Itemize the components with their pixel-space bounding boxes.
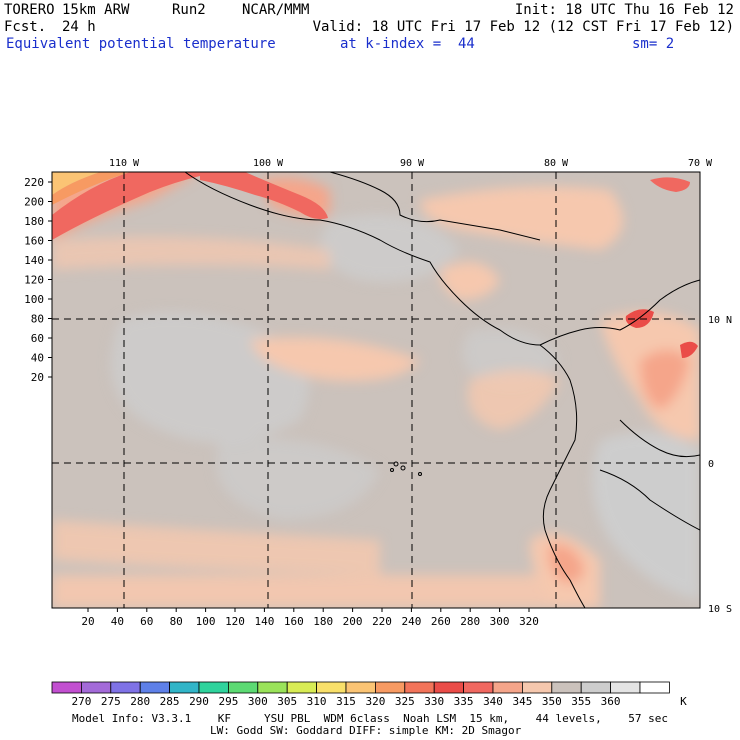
colorbar-swatch [286,681,318,694]
latitude-label: 10 N [708,315,732,326]
latitude-label: 0 [708,459,714,470]
colorbar: 270 275 280 285 290 295 300 305 310 315 320 325 330 3… [51,681,687,708]
longitude-label: 70 W [688,158,713,169]
y-tick-label: 120 [24,274,44,287]
y-tick-label: 100 [24,293,44,306]
y-tick-label: 20 [31,371,44,384]
x-tick-label: 100 [196,615,216,628]
field-name: Equivalent potential temperature [6,36,276,52]
colorbar-swatch [404,681,435,694]
colorbar-swatch [463,681,494,694]
longitude-label: 90 W [400,158,425,169]
y-tick-label: 140 [24,254,44,267]
model-name: TORERO [4,2,55,18]
x-tick-label: 260 [431,615,451,628]
colorbar-label: 350 [542,695,562,708]
colorbar-label: 295 [218,695,238,708]
colorbar-swatch [169,681,200,694]
longitude-label: 110 W [109,158,140,169]
colorbar-swatch [374,681,406,694]
x-tick-label: 320 [519,615,539,628]
y-tick-label: 80 [31,313,44,326]
colorbar-label: 320 [365,695,385,708]
colorbar-swatch [139,681,170,694]
colorbar-label: 290 [189,695,209,708]
colorbar-swatch [316,681,347,694]
x-tick-label: 140 [254,615,274,628]
model-info: Model Info: V3.3.1 KF YSU PBL WDM 6class… [72,712,669,725]
colorbar-label: 300 [248,695,268,708]
init-time: Init: 18 UTC Thu 16 Feb 12 [514,2,734,18]
y-tick-label: 200 [24,196,44,209]
field-shading [52,172,700,608]
forecast-label: Fcst. [4,19,47,35]
physics-info: LW: Godd SW: Goddard DIFF: simple KM: 2D… [210,724,522,737]
colorbar-label: 315 [336,695,356,708]
y-axis: 220 200 180 160 140 120 100 80 60 40 20 [24,176,52,384]
colorbar-swatch [227,681,259,694]
run-label: Run2 [172,2,206,18]
colorbar-swatch [433,681,465,694]
colorbar-label: 325 [395,695,415,708]
x-tick-label: 200 [343,615,363,628]
x-tick-label: 20 [81,615,94,628]
colorbar-swatch [257,681,288,694]
x-tick-label: 120 [225,615,245,628]
colorbar-swatch [81,681,112,694]
colorbar-label: 355 [571,695,591,708]
colorbar-swatch [51,681,82,694]
resolution: 15km ARW [62,2,130,18]
valid-time: Valid: 18 UTC Fri 17 Feb 12 (12 CST Fri … [312,19,734,35]
x-tick-label: 180 [313,615,333,628]
colorbar-label: 285 [160,695,180,708]
colorbar-swatch [345,681,376,694]
k-index: at k-index = 44 [340,36,475,52]
x-tick-label: 300 [490,615,510,628]
x-tick-label: 80 [170,615,183,628]
colorbar-label: 360 [601,695,621,708]
x-tick-label: 280 [460,615,480,628]
colorbar-label: 335 [454,695,474,708]
smoothing: sm= 2 [632,36,675,52]
y-tick-label: 220 [24,176,44,189]
colorbar-label: 305 [277,695,297,708]
colorbar-swatch [610,681,641,694]
colorbar-swatch [522,681,553,694]
longitude-label: 100 W [253,158,284,169]
x-tick-label: 40 [111,615,124,628]
colorbar-label: 310 [307,695,327,708]
colorbar-swatch [492,681,523,694]
colorbar-label: 275 [101,695,121,708]
longitude-labels: 110 W 100 W 90 W 80 W 70 W [109,158,713,169]
coastlines [184,172,700,608]
forecast-hours: 24 h [62,19,96,35]
colorbar-label: 270 [71,695,91,708]
colorbar-swatch [110,681,141,694]
y-tick-label: 180 [24,215,44,228]
colorbar-swatch [198,681,229,694]
colorbar-label: 280 [130,695,150,708]
organization: NCAR/MMM [242,2,310,18]
plot-frame [51,171,701,609]
x-tick-label: 60 [140,615,153,628]
x-axis: 20 40 60 80 100 120 140 160 180 200 220 240 260 280 30… [81,608,539,628]
y-tick-label: 40 [31,352,44,365]
latitude-labels: 10 N 0 10 S [708,315,732,615]
x-tick-label: 160 [284,615,304,628]
graticule [52,172,700,608]
latitude-label: 10 S [708,604,732,615]
colorbar-label: 340 [483,695,503,708]
y-tick-label: 160 [24,235,44,248]
x-tick-label: 220 [372,615,392,628]
colorbar-swatch [551,681,582,694]
colorbar-swatch [639,681,670,694]
y-tick-label: 60 [31,332,44,345]
longitude-label: 80 W [544,158,569,169]
colorbar-swatch [580,681,612,694]
colorbar-label: 330 [424,695,444,708]
x-tick-label: 240 [401,615,421,628]
colorbar-label: 345 [512,695,532,708]
colorbar-unit: K [680,695,687,708]
